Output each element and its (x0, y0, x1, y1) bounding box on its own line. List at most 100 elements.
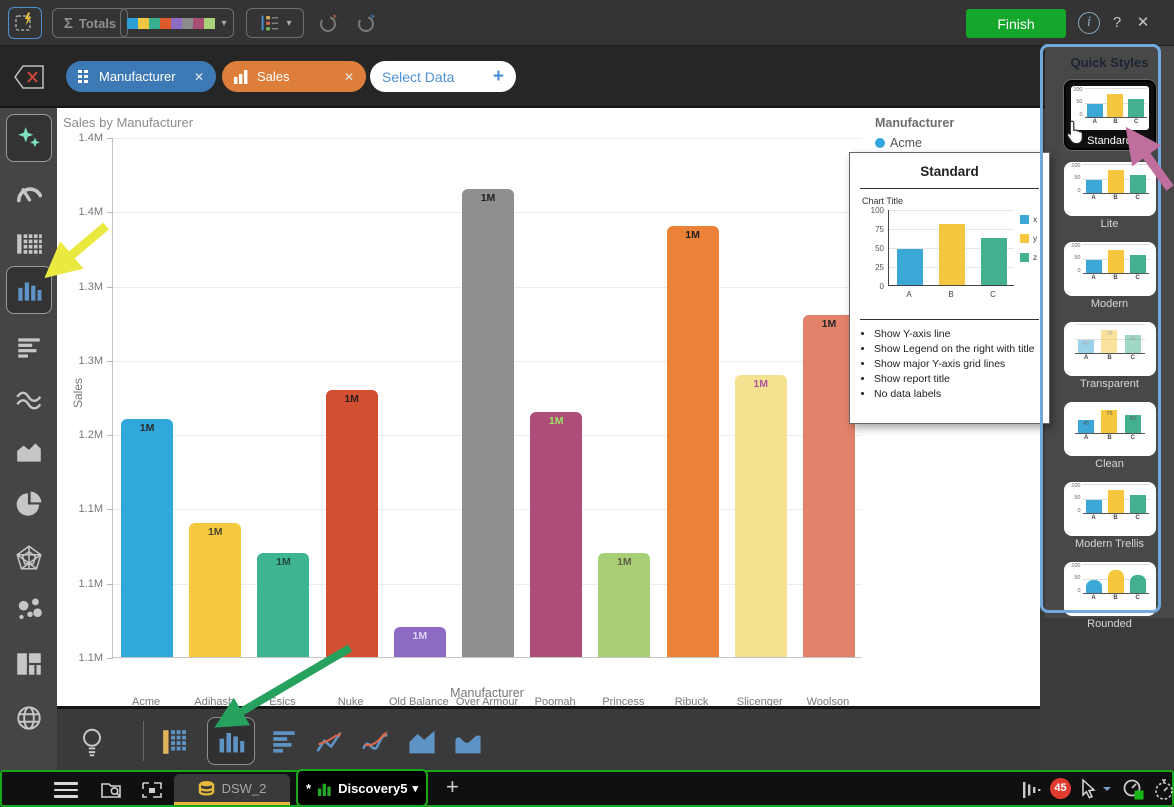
sidebar-item-recommendations[interactable] (5, 114, 52, 162)
sidebar-item-radar[interactable] (9, 538, 49, 578)
close-icon[interactable]: ✕ (1136, 14, 1150, 31)
style-preview-chart: 100 50 0 A B C (1069, 482, 1151, 526)
sidebar-item-area[interactable] (9, 432, 49, 472)
chart-bar-esics[interactable]: 1M (257, 553, 310, 657)
sidebar-item-grid[interactable] (9, 224, 49, 264)
tooltip-plot-area (888, 210, 1014, 286)
chart-bar-woolson[interactable]: 1M (802, 315, 855, 657)
replace-data-button[interactable] (314, 9, 342, 37)
viz-type-table[interactable] (159, 725, 193, 759)
bar-chart-icon (317, 783, 331, 796)
viz-type-curve[interactable] (359, 725, 393, 759)
quick-style-modern-trellis[interactable]: 100 50 0 A B C Modern Trellis (1063, 478, 1156, 550)
chart-bar-nuke[interactable]: 1M (325, 389, 378, 657)
quick-style-rounded[interactable]: 100 50 0 A B C Rounded (1063, 558, 1156, 630)
clear-selection-icon[interactable] (12, 62, 48, 92)
tab-discovery5[interactable]: * Discovery5 ▾ (296, 769, 428, 807)
chevron-down-icon[interactable] (1102, 778, 1114, 802)
palette-color-swatch (193, 17, 205, 29)
mini-bar (1129, 255, 1146, 273)
chart-bar-ribuck[interactable]: 1M (666, 226, 719, 657)
help-icon[interactable]: ? (1112, 14, 1122, 31)
folder-search-icon[interactable] (100, 778, 124, 802)
color-palette-dropdown[interactable]: ▾ (120, 8, 234, 38)
chart-subtype-toolbar (57, 706, 1040, 770)
viz-type-area[interactable] (405, 725, 439, 759)
bubble-chart-icon (18, 598, 42, 620)
legend-item-acme[interactable]: Acme (875, 136, 954, 150)
remove-chip-icon[interactable]: ✕ (193, 69, 204, 84)
viz-type-horizontal-bar[interactable] (267, 725, 301, 759)
sidebar-item-bubble[interactable] (9, 590, 49, 630)
status-gauge-icon[interactable] (1122, 778, 1146, 802)
mini-y-ticks: 100 50 0 (1071, 163, 1081, 194)
attribute-chip-manufacturer[interactable]: Manufacturer ✕ (66, 61, 216, 92)
selection-panel-icon[interactable] (140, 778, 164, 802)
chart-bar-poomah[interactable]: 1M (530, 411, 583, 657)
totals-button[interactable]: Σ Totals (52, 8, 128, 38)
sidebar-item-pie[interactable] (9, 484, 49, 524)
chart-bar-princess[interactable]: 1M (598, 553, 651, 657)
chart-bar-over-armour[interactable]: 1M (462, 189, 514, 657)
tab-dsw2[interactable]: DSW_2 (174, 774, 290, 805)
palette-color-swatch (138, 17, 150, 29)
viz-type-smooth-area[interactable] (451, 725, 485, 759)
menu-icon[interactable] (54, 778, 78, 802)
sidebar-item-line[interactable] (9, 380, 49, 420)
sort-format-dropdown[interactable]: ▾ (246, 8, 304, 38)
chevron-down-icon[interactable]: ▾ (412, 782, 418, 795)
chart-bar-old-balance[interactable]: 1M (393, 627, 446, 657)
sidebar-item-horizontal-bar[interactable] (9, 328, 49, 368)
style-card: 45 76 60 A B C (1063, 322, 1156, 376)
quick-style-modern[interactable]: 100 50 0 A B C Modern (1063, 238, 1156, 310)
sidebar-item-gauge[interactable] (9, 174, 49, 214)
bar-data-label: 1M (276, 556, 291, 568)
viz-type-line[interactable] (313, 725, 347, 759)
info-icon[interactable]: i (1078, 12, 1100, 34)
chart-bar-acme[interactable]: 1M (121, 419, 174, 657)
x-axis-category-label: Ribuck (674, 696, 709, 708)
tooltip-y-tick-label: 0 (879, 282, 884, 291)
sidebar-item-heatmap[interactable] (9, 644, 49, 684)
chart-bar-slicenger[interactable]: 1M (734, 374, 787, 657)
tooltip-x-label: B (948, 290, 954, 299)
style-card: 100 50 0 A B C (1063, 162, 1156, 216)
chart-bar-adihash[interactable]: 1M (189, 523, 242, 657)
quick-style-clean[interactable]: 45 76 60 A B C Clean (1063, 398, 1156, 470)
toolbar-divider (143, 721, 144, 761)
mini-bar-value: 45 (1083, 420, 1090, 427)
bar-data-label: 1M (685, 229, 700, 242)
mini-bar (1107, 94, 1124, 117)
auto-recommend-button[interactable] (8, 7, 42, 39)
timer-icon[interactable] (1152, 778, 1174, 802)
select-data-chip[interactable]: Select Data + (370, 61, 516, 92)
add-data-icon[interactable]: + (492, 65, 504, 87)
mini-bar-value: 45 (1083, 340, 1090, 347)
quick-style-transparent[interactable]: 45 76 60 A B C Transparent (1063, 318, 1156, 390)
insights-lightbulb-icon[interactable] (75, 725, 109, 759)
grid-icon (16, 234, 42, 254)
quick-style-lite[interactable]: 100 50 0 A B C Lite (1063, 158, 1156, 230)
remove-chip-icon[interactable]: ✕ (343, 69, 354, 84)
palette-swatches (127, 17, 216, 29)
sidebar-item-map[interactable] (9, 698, 49, 738)
y-axis-tick-label: 1.1M (78, 503, 103, 516)
style-name: Rounded (1087, 618, 1132, 630)
pointer-icon[interactable] (1078, 778, 1102, 802)
swap-data-button[interactable] (352, 9, 380, 37)
viz-type-vertical-bar[interactable] (207, 717, 255, 765)
sidebar-item-bar-chart[interactable] (5, 266, 52, 314)
area-chart-icon (16, 443, 41, 462)
palette-color-swatch (204, 17, 216, 29)
y-axis-tick-mark (107, 212, 113, 214)
tooltip-x-label: C (990, 290, 996, 299)
quick-style-standard[interactable]: 100 50 0 A B C Standard (1063, 80, 1156, 150)
new-tab-button[interactable]: + (446, 774, 459, 799)
bottom-taskbar: DSW_2 * Discovery5 ▾ + 45 (0, 769, 1174, 807)
finish-button[interactable]: Finish (966, 9, 1066, 38)
style-card: 45 76 60 A B C (1063, 402, 1156, 456)
metric-chip-sales[interactable]: Sales ✕ (222, 61, 366, 92)
funnel-icon[interactable] (1020, 778, 1044, 802)
notification-badge[interactable]: 45 (1050, 778, 1071, 799)
